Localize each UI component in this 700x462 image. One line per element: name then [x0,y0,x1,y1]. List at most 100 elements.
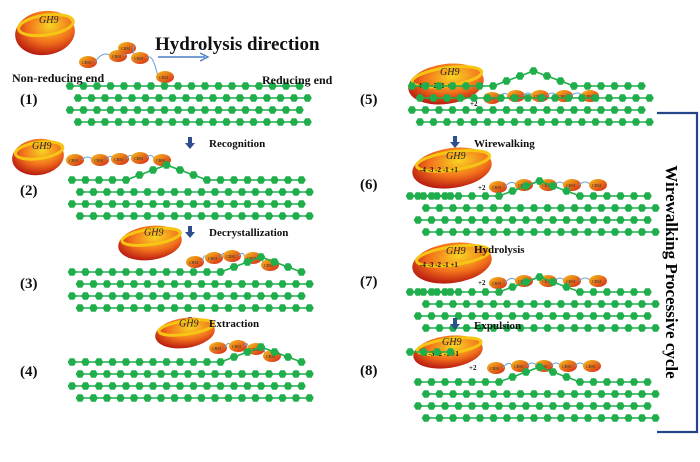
glucose-unit [224,304,233,312]
glucose-unit [278,304,287,312]
glucose-unit [108,268,117,276]
gh9-enzyme: GH9 [12,138,65,176]
glucose-unit [454,402,463,410]
glucose-unit [596,106,606,114]
cellulose-chain [413,273,652,296]
glucose-unit [135,171,144,179]
step-4-label: (4) [20,364,38,380]
glucose-unit [623,106,633,114]
glucose-unit [297,382,306,390]
glucose-unit [489,324,498,332]
glucose-unit [251,394,260,402]
glucose-unit [415,94,425,102]
glucose-unit [148,200,158,208]
glucose-unit [108,358,117,366]
glucose-unit [108,292,117,300]
glucose-unit [564,118,573,126]
glucose-unit [283,200,293,208]
glucose-unit [264,280,274,288]
glucose-unit [602,288,612,296]
glucose-unit [629,216,639,224]
glucose-unit [227,82,237,90]
glucose-unit [629,288,639,296]
glucose-unit [94,268,104,276]
cellulose-microfibril [413,363,660,422]
glucose-unit [297,176,306,184]
glucose-unit [87,94,96,102]
glucose-unit [210,370,220,378]
cbm-module [156,71,174,83]
glucose-unit [222,118,231,126]
glucose-unit [102,188,112,196]
glucose-unit [135,292,144,300]
glucose-unit [121,176,131,184]
glucose-unit [249,118,258,126]
glucose-unit [610,300,620,308]
domain-band [157,318,216,337]
glucose-unit [154,118,164,126]
glucose-unit [168,94,177,102]
glucose-unit [251,188,260,196]
glucose-unit [508,402,517,410]
glucose-unit [562,216,571,224]
glucose-unit [229,200,239,208]
glucose-unit [81,200,90,208]
glucose-unit [202,176,212,184]
glucose-unit [575,288,585,296]
cellulose-chain [75,188,314,196]
glucose-unit [156,280,166,288]
glucose-unit [224,280,233,288]
glucose-unit [75,394,85,402]
glucose-unit [448,414,458,422]
glucose-unit [481,192,490,200]
glucose-unit [291,188,301,196]
reducing-end-label: Reducing end [262,73,333,87]
glucose-unit [413,402,423,410]
glucose-unit [618,118,627,126]
glucose-unit [521,312,531,320]
glucose-unit [610,204,620,212]
glucose-unit [556,414,566,422]
glucose-unit [183,304,193,312]
glucose-unit [270,258,279,266]
glucose-unit [100,118,110,126]
glucose-unit [270,176,279,184]
glucose-unit [548,278,558,286]
glucose-unit [187,82,196,90]
cellulose-chain [67,200,306,208]
glucose-unit [67,292,77,300]
glucose-unit [189,292,198,300]
glucose-unit [175,382,185,390]
glycosidic-bond [418,366,648,383]
cbm-module [66,154,84,166]
glucose-unit [604,94,614,102]
glucose-unit [81,268,90,276]
glucose-unit [305,188,314,196]
glucose-unit [73,118,83,126]
glucose-unit [264,370,274,378]
glucose-unit [521,182,531,190]
catalytic-domain [408,63,484,105]
glucose-unit [283,263,293,271]
glucose-unit [602,312,612,320]
glucose-unit [119,82,129,90]
glucose-unit [291,304,301,312]
glucose-unit [624,228,633,236]
glucose-unit [562,402,571,410]
glucose-unit [591,94,600,102]
glucose-unit [556,77,565,85]
glucose-unit [89,188,98,196]
glucose-unit [575,378,585,386]
glucose-unit [548,312,558,320]
glucose-unit [270,200,279,208]
glucose-unit [448,300,458,308]
glucose-unit [502,300,512,308]
glucose-unit [75,212,85,220]
glucose-unit [135,200,144,208]
gh9-label: GH9 [144,227,163,238]
cellulose-chain [421,390,660,398]
glucose-unit [297,292,306,300]
glucose-unit [616,402,625,410]
glucose-unit [229,382,239,390]
glucose-unit [160,82,169,90]
